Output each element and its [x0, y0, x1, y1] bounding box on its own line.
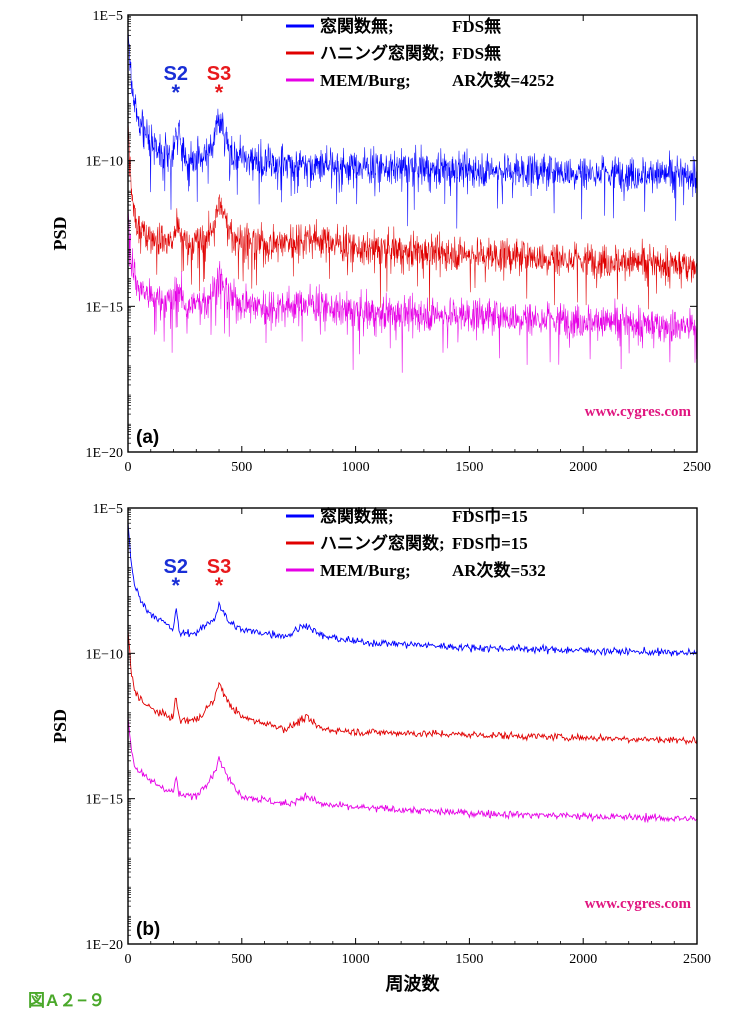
y-axis-title: PSD	[50, 216, 70, 250]
legend-label: ハニング窓関数;	[320, 43, 445, 63]
peak-marker: *	[172, 80, 181, 105]
peak-label-s2: S2	[164, 63, 188, 85]
x-tick-label: 2000	[569, 952, 597, 967]
legend-note: FDS巾=15	[452, 506, 528, 526]
panel-b: 0 500 1000 1500 2000 2500 1E−5 1E−10 1E−15 1E−20 P…	[50, 502, 711, 994]
y-tick-label: 1E−15	[86, 300, 123, 315]
x-tick-label: 0	[125, 460, 132, 475]
legend-label: MEM/Burg;	[320, 561, 411, 580]
y-tick-label: 1E−5	[93, 9, 123, 24]
x-tick-label: 1000	[342, 460, 370, 475]
y-tick-label: 1E−20	[86, 938, 123, 953]
peak-label-s2: S2	[164, 556, 188, 578]
series-line-1	[127, 119, 698, 312]
peak-label-s3: S3	[207, 556, 231, 578]
x-axis-title: 周波数	[386, 973, 441, 994]
series-line-0	[127, 29, 698, 229]
legend-note: FDS無	[452, 16, 501, 36]
peak-marker: *	[215, 573, 224, 598]
peak-marker: *	[215, 80, 224, 105]
y-axis-title: PSD	[50, 709, 70, 743]
legend-label: 窓関数無;	[320, 16, 394, 36]
legend-label: ハニング窓関数;	[320, 533, 445, 553]
x-tick-label: 1000	[342, 952, 370, 967]
legend-label: MEM/Burg;	[320, 71, 411, 90]
peak-marker: *	[172, 573, 181, 598]
legend-note: AR次数=4252	[452, 70, 554, 90]
x-tick-label: 2500	[683, 952, 711, 967]
watermark: www.cygres.com	[585, 404, 692, 420]
series-line-2	[127, 207, 698, 373]
panel-label: (b)	[136, 919, 160, 940]
panel-label: (a)	[136, 427, 159, 448]
x-tick-label: 1500	[455, 460, 483, 475]
y-tick-label: 1E−5	[93, 502, 123, 517]
legend-note: FDS巾=15	[452, 533, 528, 553]
x-tick-label: 2500	[683, 460, 711, 475]
legend-label: 窓関数無;	[320, 506, 394, 526]
figure-caption: 図A２−９	[28, 991, 106, 1010]
legend-note: AR次数=532	[452, 560, 546, 580]
series-line-2	[127, 717, 698, 824]
x-tick-label: 500	[231, 952, 252, 967]
series-line-1	[127, 630, 698, 746]
x-tick-label: 0	[125, 952, 132, 967]
panel-a: 0 500 1000 1500 2000 2500 1E−5 1E−10 1E−15 1E−20 P…	[50, 9, 711, 475]
y-tick-label: 1E−10	[86, 647, 123, 662]
watermark: www.cygres.com	[585, 896, 692, 912]
x-tick-label: 500	[231, 460, 252, 475]
peak-label-s3: S3	[207, 63, 231, 85]
plot-frame	[127, 14, 698, 453]
y-tick-label: 1E−20	[86, 446, 123, 461]
y-tick-label: 1E−15	[86, 793, 123, 808]
series-line-0	[127, 522, 698, 657]
x-tick-label: 2000	[569, 460, 597, 475]
x-tick-label: 1500	[455, 952, 483, 967]
legend-note: FDS無	[452, 43, 501, 63]
plot-frame	[127, 507, 698, 945]
y-tick-label: 1E−10	[86, 155, 123, 170]
